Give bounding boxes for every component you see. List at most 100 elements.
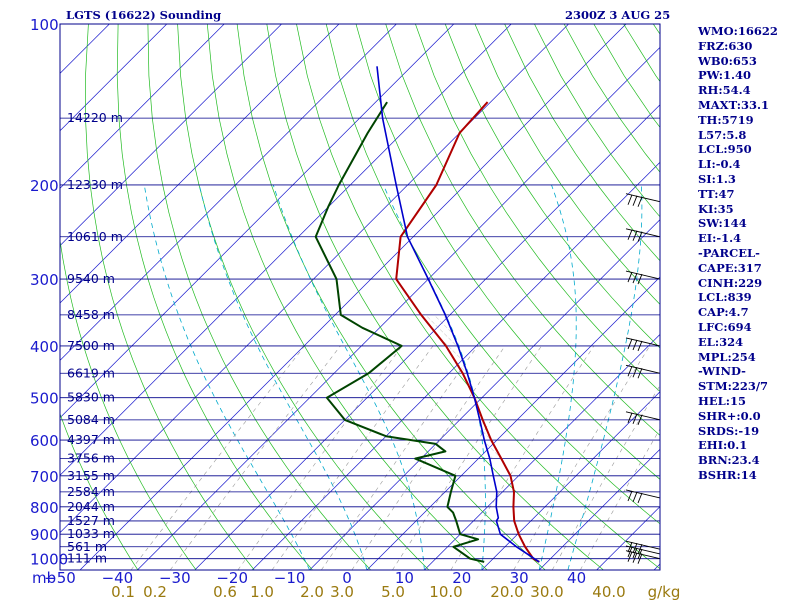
barb-flag [627, 412, 633, 424]
mixing-ratio-line [513, 345, 651, 570]
isotherm [60, 24, 455, 419]
dry-adiabat [444, 24, 660, 349]
mixing-ratio-label: 0.6 [213, 583, 237, 600]
temperature-tick-label: 40 [567, 569, 586, 587]
isotherm [79, 24, 627, 570]
parcel-line [376, 66, 540, 563]
height-label: 3155 m [67, 468, 115, 483]
height-label: 8458 m [67, 307, 115, 322]
wind-barb [625, 228, 661, 242]
moist-adiabat [198, 184, 368, 570]
temperature-tick-label: 10 [395, 569, 414, 587]
barb-flag [632, 552, 638, 563]
mixing-ratio-line [237, 345, 403, 570]
mixing-ratio-label: 40.0 [592, 583, 625, 600]
barb-flag [637, 492, 643, 504]
temperature-tick-label: 20 [452, 569, 471, 587]
dry-adiabat [147, 24, 371, 570]
barb-flag [632, 230, 638, 241]
index-line: SI:1.3 [698, 171, 736, 186]
dry-adiabat [116, 24, 313, 570]
thermo-grid [60, 24, 660, 570]
index-line: LCL:950 [698, 142, 752, 157]
pressure-label: 600 [30, 432, 59, 450]
index-line: MAXT:33.1 [698, 97, 769, 112]
temperature-tick-label: 0 [342, 569, 352, 587]
wind-barb [625, 411, 661, 426]
wind-barb [625, 364, 661, 379]
barb-flag [637, 553, 643, 564]
temperature-tick-label: −30 [159, 569, 191, 587]
temperature-tick-label: −50 [44, 569, 76, 587]
mixing-ratio-label: 2.0 [300, 583, 324, 600]
pressure-label: 1000 [30, 551, 68, 569]
isotherm [60, 24, 397, 361]
index-line: TT:47 [698, 186, 735, 201]
pressure-label: 500 [30, 390, 59, 408]
barb-flag [632, 413, 638, 425]
pressure-label: 900 [30, 526, 59, 544]
index-line: RH:54.4 [698, 83, 751, 98]
temperature-line [395, 101, 540, 563]
barb-flag [632, 367, 638, 378]
dry-adiabat [296, 24, 660, 570]
barb-flag [632, 272, 638, 284]
valid-time: 2300Z 3 AUG 25 [565, 8, 671, 22]
pressure-label: 300 [30, 271, 59, 289]
dry-adiabat [415, 24, 660, 393]
index-line: HEL:15 [698, 393, 746, 408]
mixing-ratio-line [392, 345, 542, 570]
isotherm [194, 104, 660, 570]
moist-adiabat [272, 184, 425, 570]
isotherm [60, 24, 282, 247]
index-line: SHR+:0.0 [698, 408, 761, 423]
temperature-tick-label: −40 [102, 569, 134, 587]
isotherm [481, 391, 660, 570]
index-line: WB0:653 [698, 53, 757, 68]
index-line: L57:5.8 [698, 127, 747, 142]
mixing-ratio-line [351, 345, 506, 570]
wind-barb [625, 489, 661, 504]
mixing-ratio-unit: g/kg [648, 583, 681, 600]
wind-barb [625, 270, 661, 285]
height-label: 2044 m [67, 499, 115, 514]
isotherm [538, 448, 660, 570]
pressure-label: 200 [30, 177, 59, 195]
index-line: CAPE:317 [698, 260, 762, 275]
barb-flag [627, 338, 633, 350]
dry-adiabat [60, 238, 197, 570]
barb-flag [632, 339, 638, 351]
sounding-curves [314, 66, 540, 563]
dry-adiabat [177, 24, 430, 570]
isotherm [60, 24, 512, 476]
dry-adiabat [85, 24, 255, 570]
height-label: 2584 m [67, 484, 115, 499]
index-line: LCL:839 [698, 290, 752, 305]
index-line: EL:324 [698, 334, 744, 349]
height-label: 4397 m [67, 432, 115, 447]
pressure-label: 400 [30, 338, 59, 356]
isotherm [60, 24, 225, 189]
index-line: KI:35 [698, 201, 734, 216]
temperature-tick-label: −10 [274, 569, 306, 587]
mixing-ratio-line [169, 345, 341, 570]
barb-flag [627, 490, 633, 502]
pressure-label: 700 [30, 468, 59, 486]
barb-flag [632, 195, 638, 206]
dry-adiabat [266, 24, 604, 570]
barb-flag [627, 229, 633, 240]
barb-flag [627, 366, 633, 377]
mixing-ratio-label: 0.2 [143, 583, 167, 600]
mixing-ratio-label: 30.0 [530, 583, 563, 600]
height-label: 111 m [67, 551, 107, 566]
barb-flag [637, 196, 643, 207]
barb-flag [637, 231, 643, 242]
height-label: 1033 m [67, 526, 115, 541]
index-line: LI:-0.4 [698, 157, 741, 172]
isotherm [60, 24, 168, 132]
index-line: LFC:694 [698, 319, 752, 334]
barb-flag [637, 273, 643, 285]
barb-flag [637, 414, 643, 426]
mixing-ratio-label: 3.0 [330, 583, 354, 600]
